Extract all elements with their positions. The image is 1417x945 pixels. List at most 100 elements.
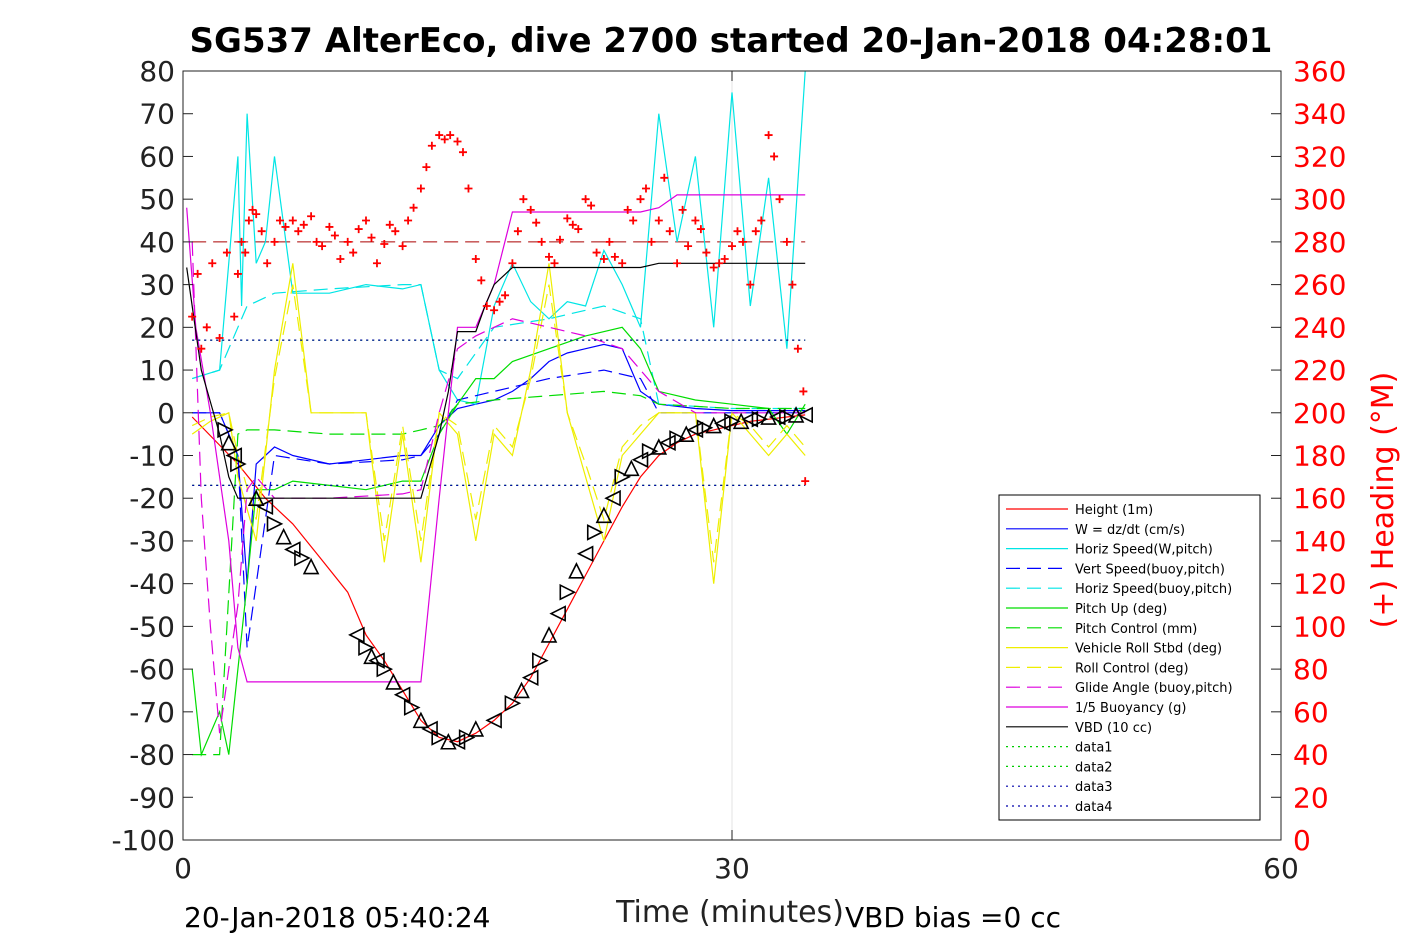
heading-point xyxy=(592,248,601,257)
sample-marker xyxy=(641,442,659,460)
right-tick-label: 80 xyxy=(1293,653,1329,686)
sample-marker xyxy=(595,506,613,524)
series-line-2 xyxy=(192,70,806,405)
heading-point xyxy=(587,201,596,210)
series-line-4 xyxy=(192,284,806,410)
right-tick-label: 60 xyxy=(1293,696,1329,729)
series-line-11 xyxy=(186,262,806,499)
heading-point xyxy=(281,222,290,231)
sample-marker xyxy=(302,557,320,575)
sample-marker xyxy=(220,433,238,451)
sample-marker xyxy=(376,660,394,678)
heading-point xyxy=(391,227,400,236)
series-group xyxy=(186,70,806,757)
sample-marker xyxy=(604,489,621,507)
sample-marker xyxy=(631,451,649,469)
x-tick-label: 60 xyxy=(1263,852,1299,885)
sample-marker xyxy=(532,652,549,669)
heading-point xyxy=(398,242,407,251)
y-tick-label: 0 xyxy=(157,397,175,430)
heading-point xyxy=(788,280,797,289)
heading-point xyxy=(477,276,486,285)
right-tick-label: 200 xyxy=(1293,397,1346,430)
right-tick-label: 240 xyxy=(1293,311,1346,344)
sample-marker xyxy=(669,430,686,447)
heading-point xyxy=(307,212,316,221)
heading-point xyxy=(550,259,559,268)
heading-point xyxy=(257,227,266,236)
y-tick-label: -90 xyxy=(129,781,175,814)
heading-point xyxy=(330,231,339,240)
heading-point xyxy=(618,259,627,268)
sample-marker xyxy=(768,408,786,426)
heading-point xyxy=(343,237,352,246)
heading-point xyxy=(775,195,784,204)
sample-marker xyxy=(485,712,502,729)
heading-point xyxy=(188,312,197,321)
legend-label: Vehicle Roll Stbd (deg) xyxy=(1075,642,1222,657)
sample-marker xyxy=(714,415,731,432)
sample-marker xyxy=(421,720,438,738)
heading-point xyxy=(636,195,645,204)
y-tick-label: -80 xyxy=(129,739,175,772)
heading-point xyxy=(385,220,394,229)
heading-point xyxy=(482,301,491,310)
right-tick-label: 320 xyxy=(1293,140,1346,173)
sample-marker xyxy=(796,406,813,424)
heading-point xyxy=(336,254,345,263)
heading-point xyxy=(574,225,583,234)
right-tick-label: 260 xyxy=(1293,269,1346,302)
y-tick-label: -70 xyxy=(129,696,175,729)
sample-marker xyxy=(521,669,539,686)
heading-point xyxy=(299,220,308,229)
heading-point xyxy=(691,216,700,225)
sample-marker xyxy=(677,425,695,442)
heading-point xyxy=(244,216,253,225)
legend-label: Glide Angle (buoy,pitch) xyxy=(1075,681,1233,696)
heading-point xyxy=(654,216,663,225)
heading-point xyxy=(471,254,480,263)
heading-point xyxy=(248,205,257,214)
sample-markers xyxy=(217,406,813,751)
x-tick-label: 30 xyxy=(714,852,750,885)
sample-marker xyxy=(393,686,411,704)
sample-marker xyxy=(266,515,284,533)
sample-marker xyxy=(247,489,265,507)
y-tick-label: -40 xyxy=(129,568,175,601)
legend-label: W = dz/dt (cm/s) xyxy=(1075,523,1185,538)
sample-marker xyxy=(294,549,311,567)
sample-marker xyxy=(513,681,530,699)
sample-marker xyxy=(467,720,485,737)
right-axis-label: (+) Heading (°M) xyxy=(1366,372,1401,629)
heading-point xyxy=(318,242,327,251)
heading-point xyxy=(435,131,444,140)
right-tick-label: 100 xyxy=(1293,610,1346,643)
sample-marker xyxy=(540,626,558,643)
sample-marker xyxy=(217,421,234,439)
sample-marker xyxy=(275,527,292,545)
heading-point xyxy=(782,237,791,246)
heading-point xyxy=(764,131,773,140)
sample-marker xyxy=(696,419,714,437)
heading-point xyxy=(458,148,467,157)
x-axis-label: Time (minutes) xyxy=(615,895,844,930)
heading-point xyxy=(288,216,297,225)
heading-point xyxy=(751,227,760,236)
y-tick-label: -100 xyxy=(111,824,175,857)
heading-point xyxy=(440,135,449,144)
sample-marker xyxy=(751,410,769,428)
legend-label: Horiz Speed(buoy,pitch) xyxy=(1075,582,1232,597)
right-tick-label: 300 xyxy=(1293,183,1346,216)
heading-point xyxy=(665,227,674,236)
heading-point xyxy=(545,252,553,261)
heading-point xyxy=(733,227,742,236)
heading-point xyxy=(610,252,619,261)
right-tick-label: 180 xyxy=(1293,440,1346,473)
heading-point xyxy=(519,195,528,204)
heading-point xyxy=(799,387,808,396)
heading-point xyxy=(367,233,376,242)
heading-point xyxy=(532,218,541,227)
legend-label: Pitch Control (mm) xyxy=(1075,622,1197,637)
heading-point xyxy=(312,237,321,246)
